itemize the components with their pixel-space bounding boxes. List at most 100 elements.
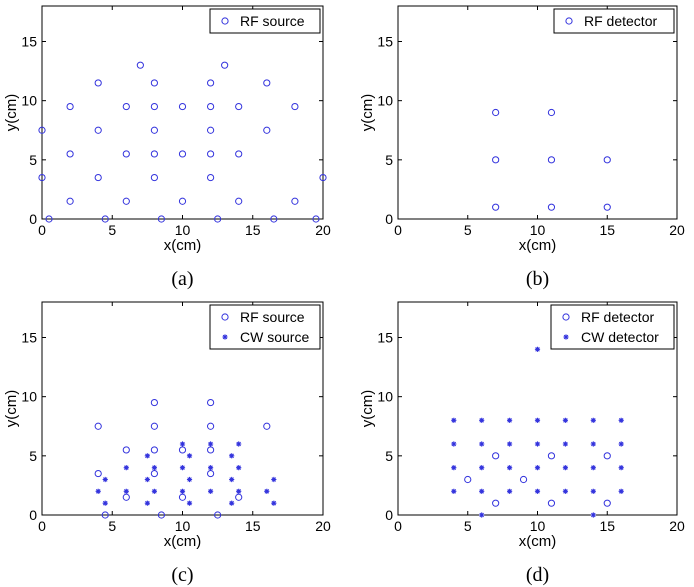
- data-point-star: [271, 476, 277, 483]
- data-point-star: [479, 488, 485, 494]
- data-point-star: [479, 417, 485, 423]
- data-point-star: [562, 465, 568, 471]
- panel-caption: (d): [526, 564, 549, 586]
- y-axis-label: y(cm): [359, 390, 376, 428]
- y-tick-label: 15: [377, 330, 393, 346]
- data-point-circle: [122, 197, 130, 205]
- data-point-star: [451, 441, 457, 447]
- data-point-circle: [547, 108, 556, 117]
- data-point-circle: [66, 102, 74, 111]
- data-point-circle: [94, 469, 102, 478]
- plot-area: [41, 5, 324, 220]
- x-tick-label: 10: [175, 222, 191, 238]
- data-point-circle: [207, 102, 215, 111]
- x-tick-label: 15: [245, 222, 261, 238]
- x-tick-label: 5: [108, 222, 116, 238]
- data-point-star: [208, 465, 214, 471]
- y-axis-label: y(cm): [3, 390, 20, 428]
- panel-b: 0 5 10 15 20 0 5 10 15 x(cm) y(cm) (b) RF detector: [359, 5, 685, 290]
- data-point-circle: [150, 102, 158, 111]
- data-point-circle: [207, 150, 215, 158]
- data-point-circle: [157, 215, 166, 223]
- data-point-circle: [178, 197, 187, 205]
- data-point-circle: [45, 215, 53, 223]
- data-point-circle: [492, 452, 500, 460]
- data-point-circle: [263, 422, 271, 430]
- legend-marker-star: [563, 334, 569, 340]
- data-point-circle: [122, 493, 130, 501]
- panel-c: 0 5 10 15 20 0 5 10 15 x(cm) y(cm) (c) RF source CW s…: [3, 301, 331, 586]
- data-point-star: [618, 417, 624, 423]
- data-point-circle: [291, 197, 299, 205]
- y-tick-label: 5: [385, 448, 393, 464]
- legend-marker-circle: [221, 17, 229, 25]
- data-point-star: [534, 346, 541, 352]
- y-tick-label: 0: [29, 507, 37, 523]
- data-point-star: [451, 465, 457, 471]
- data-point-circle: [94, 173, 102, 182]
- x-tick-label: 5: [464, 518, 472, 534]
- y-tick-label: 15: [21, 34, 37, 50]
- legend-label: RF source: [240, 309, 305, 325]
- data-point-star: [179, 488, 186, 494]
- panel-caption: (b): [526, 268, 549, 290]
- data-point-star: [186, 476, 193, 483]
- plot-area: [397, 5, 678, 220]
- data-point-circle: [150, 150, 158, 158]
- data-point-circle: [94, 422, 102, 430]
- data-point-star: [236, 441, 242, 447]
- data-point-star: [534, 465, 541, 471]
- data-point-circle: [150, 173, 158, 182]
- data-point-circle: [101, 215, 109, 223]
- x-tick-label: 20: [669, 222, 685, 238]
- data-point-star: [507, 417, 513, 423]
- data-point-circle: [207, 398, 215, 407]
- y-tick-label: 15: [377, 34, 393, 50]
- data-point-star: [534, 441, 541, 447]
- y-tick-label: 10: [377, 93, 393, 109]
- data-point-circle: [38, 126, 46, 134]
- data-point-circle: [150, 79, 158, 87]
- data-point-star: [123, 465, 129, 471]
- data-point-circle: [235, 102, 243, 111]
- y-tick-label: 10: [21, 93, 37, 109]
- data-point-star: [102, 476, 108, 483]
- y-tick-label: 5: [29, 448, 37, 464]
- x-axis-label: x(cm): [164, 237, 202, 254]
- legend-label: CW source: [240, 329, 309, 345]
- data-point-circle: [603, 156, 611, 164]
- data-point-star: [507, 488, 513, 494]
- data-point-circle: [492, 499, 500, 507]
- data-point-circle: [207, 79, 215, 87]
- panel-a: 0 5 10 15 20 0 5 10 15 x(cm) y(cm) (a) RF source: [3, 5, 331, 290]
- data-point-star: [590, 441, 596, 447]
- y-tick-label: 15: [21, 330, 37, 346]
- data-point-star: [271, 500, 277, 506]
- data-point-star: [95, 488, 101, 494]
- legend-label: RF detector: [581, 309, 654, 325]
- x-tick-label: 10: [530, 222, 546, 238]
- data-point-star: [479, 441, 485, 447]
- y-tick-label: 0: [385, 507, 393, 523]
- panel-caption: (c): [171, 564, 193, 586]
- legend-marker-star: [222, 334, 228, 340]
- data-point-star: [144, 476, 150, 483]
- x-axis-label: x(cm): [164, 533, 202, 550]
- data-point-star: [186, 500, 193, 506]
- legend-label: RF detector: [584, 13, 657, 29]
- data-point-star: [102, 500, 108, 506]
- data-point-circle: [150, 469, 158, 478]
- data-point-star: [562, 441, 568, 447]
- data-point-star: [236, 465, 242, 471]
- data-point-star: [618, 441, 624, 447]
- x-tick-label: 0: [38, 222, 46, 238]
- data-point-circle: [207, 126, 215, 134]
- data-point-star: [229, 453, 235, 459]
- data-point-star: [236, 488, 242, 494]
- data-point-star: [534, 488, 541, 494]
- data-point-circle: [66, 197, 74, 205]
- x-tick-label: 0: [394, 518, 402, 534]
- data-point-star: [618, 488, 624, 494]
- data-point-star: [179, 465, 186, 471]
- data-point-circle: [235, 150, 243, 158]
